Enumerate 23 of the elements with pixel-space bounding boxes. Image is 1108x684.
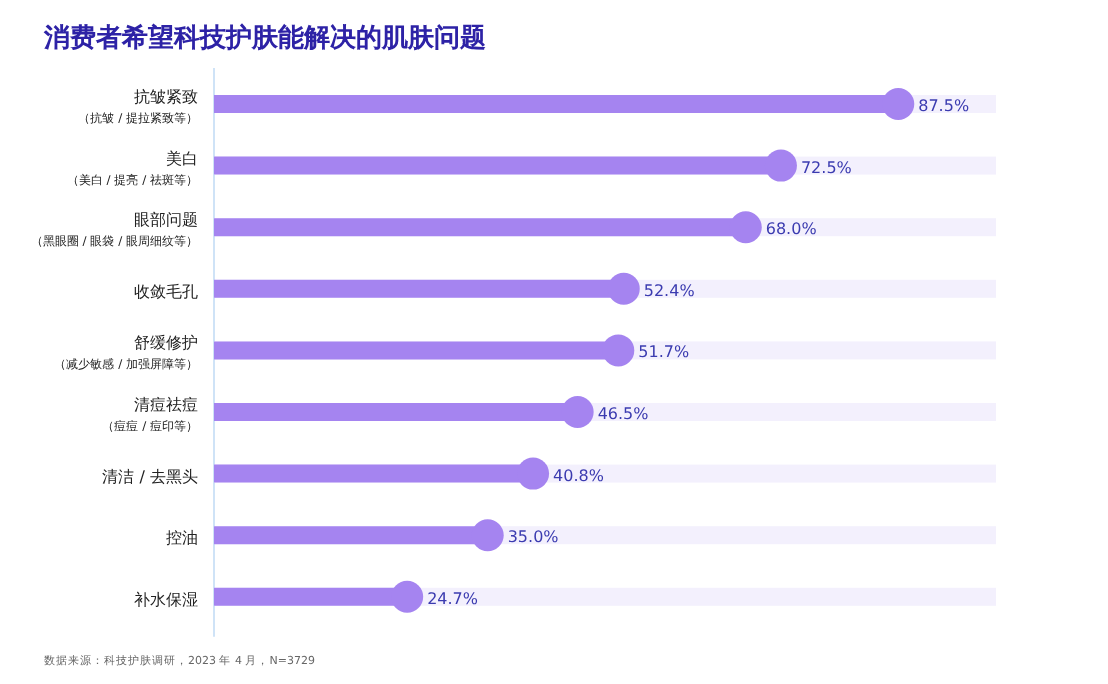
chart-title: 消费者希望科技护肤能解决的肌肤问题 <box>42 22 486 54</box>
point <box>471 519 504 552</box>
data-label: 40.8% <box>553 466 605 485</box>
point <box>517 457 550 490</box>
y-tick-label: 补水保湿 <box>134 590 198 609</box>
data-label: 24.7% <box>427 589 479 608</box>
y-tick-label: 清洁 / 去黑头 <box>102 467 198 486</box>
point <box>602 334 635 367</box>
point <box>729 211 762 244</box>
data-label: 72.5% <box>800 158 853 177</box>
data-label: 46.5% <box>597 405 650 423</box>
data-label: 68.0% <box>765 220 818 239</box>
point <box>607 272 640 305</box>
point <box>882 88 915 120</box>
point <box>561 396 594 428</box>
data-label: 35.0% <box>507 528 560 547</box>
point <box>391 580 424 613</box>
y-tick-label: 收敛毛孔 <box>134 282 198 301</box>
data-label: 51.7% <box>638 343 690 362</box>
data-label: 87.5% <box>918 97 970 115</box>
data-label: 52.4% <box>643 281 696 300</box>
y-tick-label: 控油 <box>166 529 198 548</box>
point <box>764 149 797 182</box>
